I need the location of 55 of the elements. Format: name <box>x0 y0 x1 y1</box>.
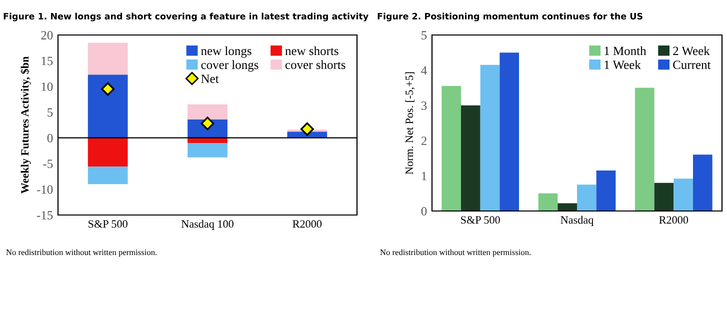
bar <box>674 178 693 211</box>
bar <box>500 52 519 211</box>
bar <box>442 86 461 211</box>
bar <box>577 184 596 211</box>
bar <box>88 138 128 167</box>
y-axis-title: Norm. Net Pos. [-5,+5] <box>405 72 415 174</box>
x-tick-label: R2000 <box>292 220 322 228</box>
y-axis-title: Weekly Futures Activity, $bn <box>20 56 31 194</box>
bar <box>188 143 228 158</box>
legend-label: cover shorts <box>285 60 346 70</box>
bar <box>480 64 500 211</box>
legend-label: cover longs <box>201 60 258 72</box>
chart-title: Figure 1. New longs and short covering a feature in latest trading activity <box>4 12 368 22</box>
y-tick-label: 1 <box>422 172 426 180</box>
legend-label: Net <box>201 74 219 84</box>
y-tick-label: 5 <box>422 31 427 40</box>
bar <box>88 42 128 75</box>
bar <box>538 193 558 211</box>
bar <box>188 104 228 120</box>
y-tick-label: 10 <box>42 82 53 91</box>
text: No redistribution without written permission. <box>6 249 157 257</box>
bar <box>635 88 654 211</box>
y-tick-label: -10 <box>36 185 53 194</box>
bar <box>654 182 674 211</box>
y-tick-label: 0 <box>421 207 427 216</box>
bar <box>88 166 128 184</box>
legend-label: 2 Week <box>673 46 710 56</box>
legend-label: new longs <box>201 46 252 58</box>
legend-label: new shorts <box>285 46 338 56</box>
y-tick-label: 4 <box>421 66 427 75</box>
legend-label: 1 Week <box>604 60 641 70</box>
x-tick-label: R2000 <box>659 216 688 224</box>
bar <box>88 74 128 138</box>
bar <box>693 154 712 211</box>
chart-title: Figure 2. Positioning momentum continues for the US <box>378 12 642 22</box>
bar <box>596 170 616 211</box>
x-tick-label: S&P 500 <box>461 216 500 224</box>
x-tick-label: Nasdaq 100 <box>181 220 234 230</box>
bar <box>558 203 577 211</box>
y-tick-label: 5 <box>48 108 53 117</box>
legend-label: 1 Month <box>604 46 646 56</box>
y-tick-label: 15 <box>42 56 53 66</box>
y-tick-label: 20 <box>41 31 53 40</box>
y-tick-label: 3 <box>421 101 427 110</box>
x-tick-label: S&P 500 <box>88 220 128 228</box>
y-tick-label: -5 <box>43 160 53 168</box>
y-tick-label: -15 <box>36 211 53 220</box>
point <box>300 122 314 136</box>
y-tick-label: 0 <box>47 134 53 142</box>
x-tick-label: Nasdaq <box>560 216 594 226</box>
y-tick-label: 2 <box>421 136 426 145</box>
legend-label: Current <box>673 60 711 70</box>
point <box>101 82 115 96</box>
bar <box>461 105 480 211</box>
text: No redistribution without written permission. <box>380 249 531 257</box>
